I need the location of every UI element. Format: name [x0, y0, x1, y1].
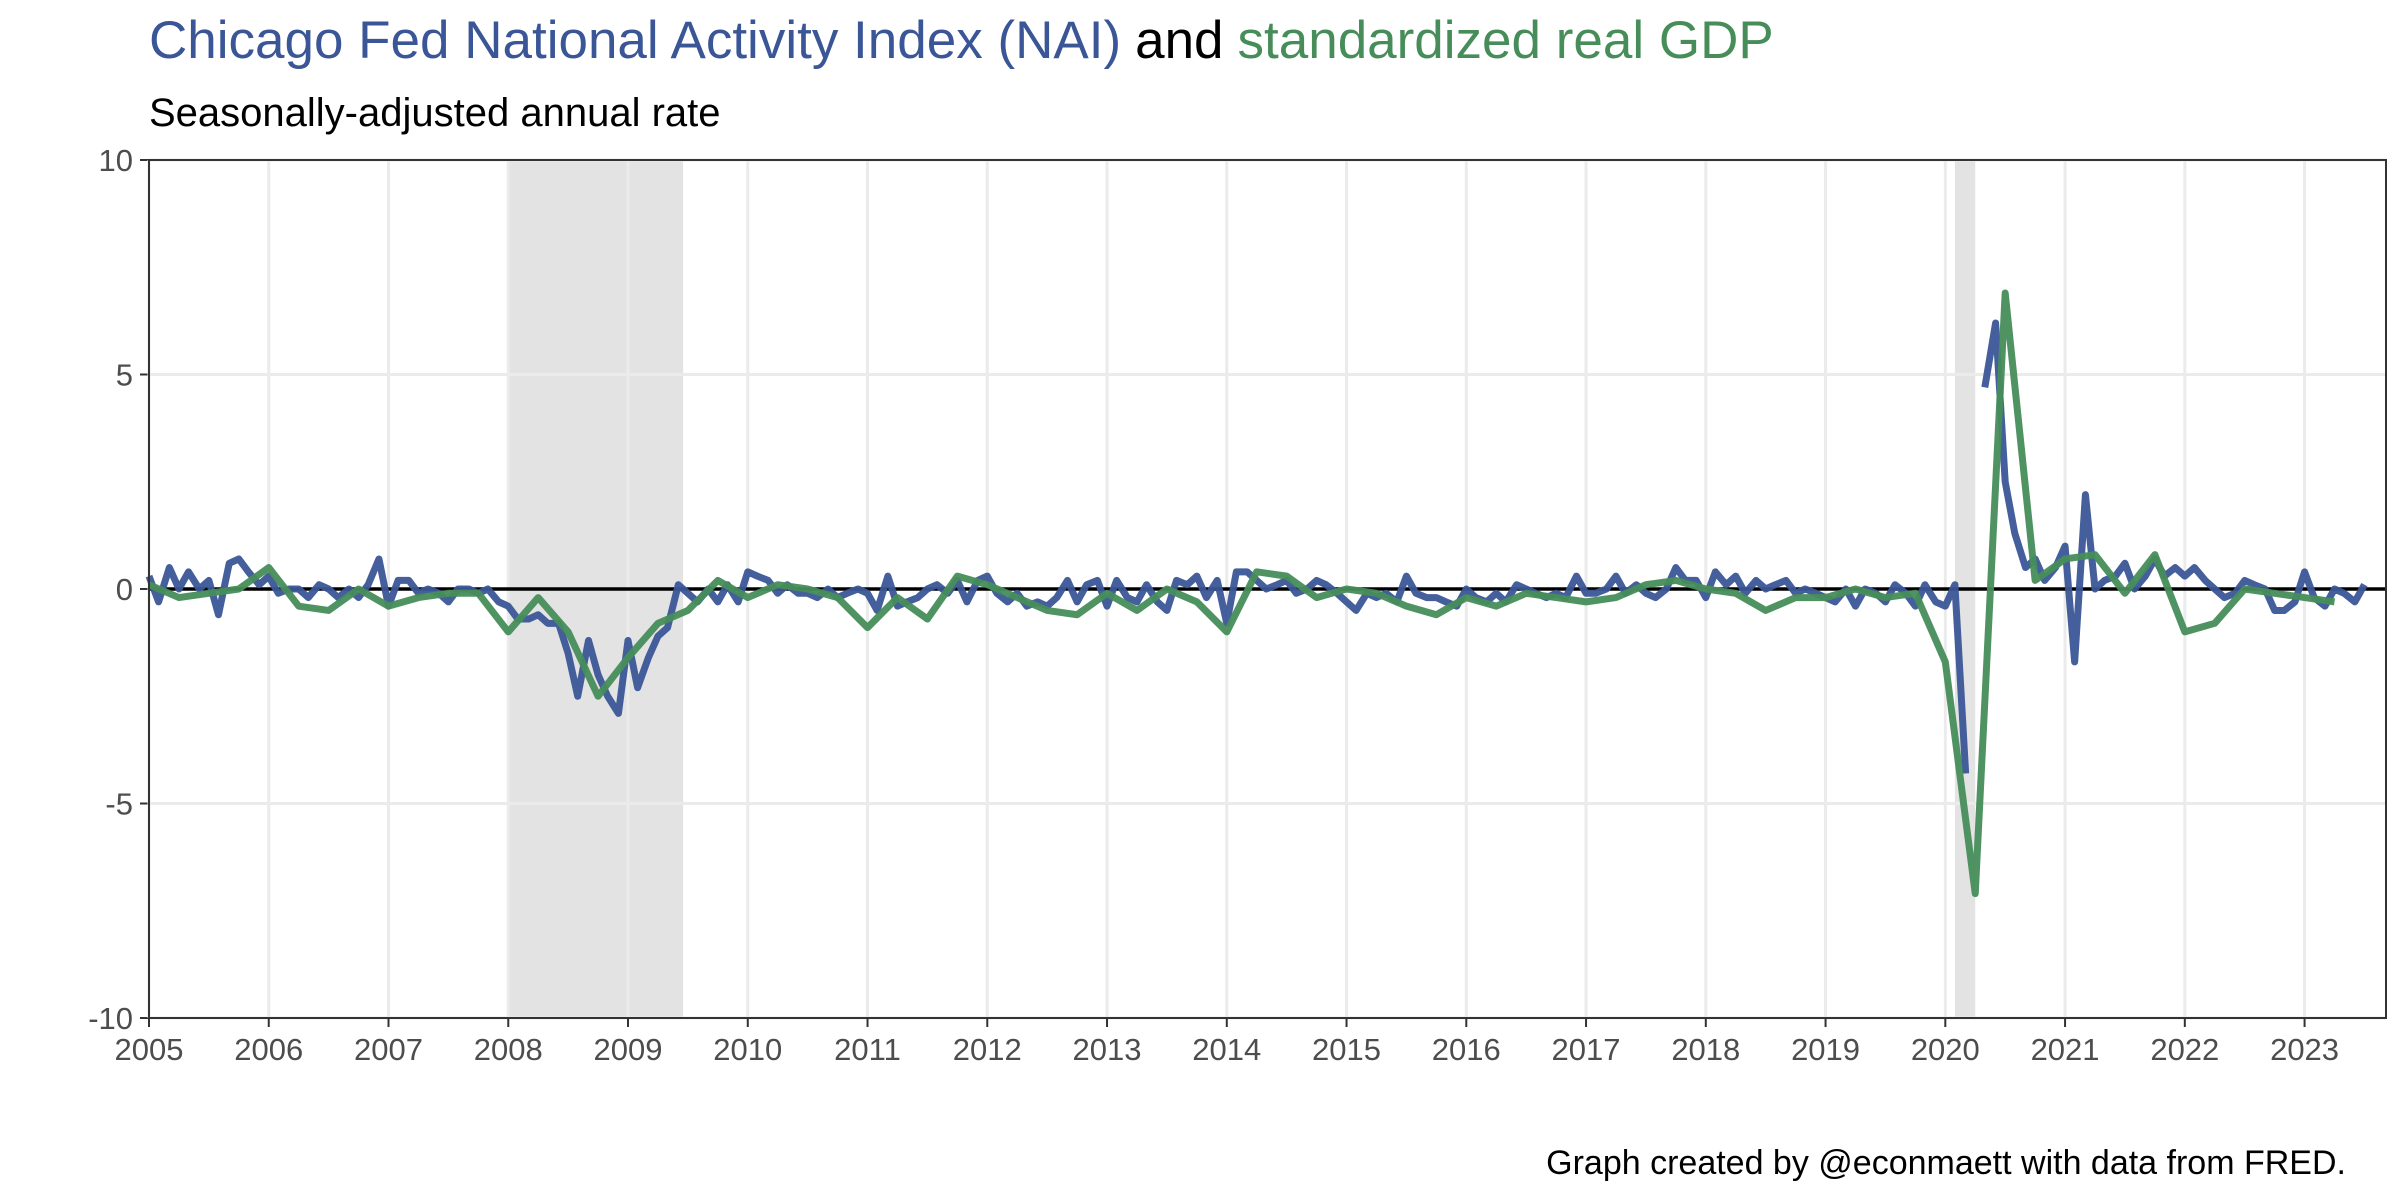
y-tick-label: 10 — [99, 143, 133, 178]
title-series-b: standardized real GDP — [1238, 11, 1774, 70]
x-tick-label: 2023 — [2270, 1032, 2339, 1067]
x-tick-label: 2022 — [2150, 1032, 2219, 1067]
panel-border — [148, 159, 2387, 1019]
x-tick-label: 2008 — [474, 1032, 543, 1067]
x-tick-label: 2013 — [1073, 1032, 1142, 1067]
chart-subtitle: Seasonally-adjusted annual rate — [149, 91, 721, 135]
y-tick-label: -10 — [88, 1001, 133, 1036]
series-line — [145, 319, 2368, 774]
x-tick-label: 2020 — [1911, 1032, 1980, 1067]
x-tick-label: 2005 — [115, 1032, 184, 1067]
x-tick-label: 2006 — [234, 1032, 303, 1067]
x-tick-label: 2014 — [1192, 1032, 1261, 1067]
x-tick-label: 2016 — [1432, 1032, 1501, 1067]
x-tick-label: 2021 — [2031, 1032, 2100, 1067]
x-tick-label: 2007 — [354, 1032, 423, 1067]
chart-caption: Graph created by @econmaett with data fr… — [1546, 1144, 2346, 1182]
series-line — [147, 289, 2336, 898]
x-tick-label: 2010 — [713, 1032, 782, 1067]
title-connector: and — [1135, 11, 1223, 70]
x-tick-label: 2018 — [1671, 1032, 1740, 1067]
x-tick-label: 2017 — [1552, 1032, 1621, 1067]
chart-title: Chicago Fed National Activity Index (NAI… — [149, 11, 1774, 70]
y-tick-label: 0 — [116, 572, 133, 607]
title-series-a: Chicago Fed National Activity Index (NAI… — [149, 11, 1121, 70]
x-tick-label: 2009 — [594, 1032, 663, 1067]
x-tick-label: 2015 — [1312, 1032, 1381, 1067]
x-tick-label: 2011 — [834, 1032, 901, 1067]
plot-area: -10 -5 0 5 10 2005 2006 2007 2008 2009 2010 2011 201… — [88, 143, 2387, 1067]
y-tick-label: 5 — [116, 358, 133, 393]
x-tick-label: 2019 — [1791, 1032, 1860, 1067]
y-tick-label: -5 — [105, 787, 133, 822]
x-tick-label: 2012 — [953, 1032, 1022, 1067]
